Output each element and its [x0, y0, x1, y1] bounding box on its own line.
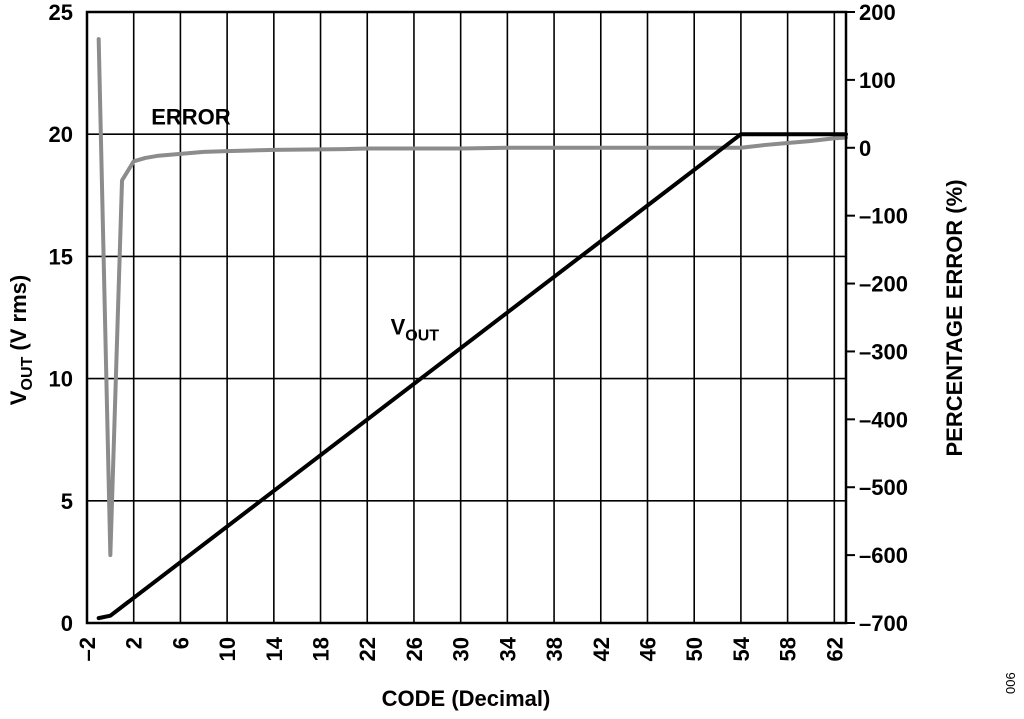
x-tick-label: 26: [402, 637, 427, 661]
x-tick-label: 58: [776, 637, 801, 661]
y-tick-label: 25: [49, 0, 73, 25]
y2-tick-label: –300: [859, 339, 908, 364]
y2-tick-label: –200: [859, 272, 908, 297]
y2-tick-label: 0: [859, 136, 871, 161]
y2-tick-label: –100: [859, 204, 908, 229]
y-tick-label: 10: [49, 367, 73, 392]
y-tick-label: 15: [49, 244, 73, 269]
y2-tick-label: 100: [859, 68, 896, 93]
x-tick-label: 22: [355, 637, 380, 661]
y2-tick-label: –400: [859, 407, 908, 432]
y-tick-label: 5: [61, 489, 73, 514]
error-series-line: [96, 37, 848, 558]
x-tick-label: 50: [682, 637, 707, 661]
plot-frame: [85, 10, 848, 625]
series-annotation: ERROR: [151, 104, 231, 129]
x-tick-label: 34: [495, 636, 520, 661]
y2-tick-label: –600: [859, 543, 908, 568]
vout-series-line: [96, 132, 848, 621]
x-tick-label: 30: [449, 637, 474, 661]
y2-tick-label: 200: [859, 0, 896, 25]
x-tick-label: 18: [309, 637, 334, 661]
y2-tick-label: –500: [859, 475, 908, 500]
y-axis-title: VOUT (V rms): [6, 275, 36, 405]
y2-tick-label: –700: [859, 611, 908, 636]
y-tick-label: 0: [61, 611, 73, 636]
x-tick-label: 2: [122, 637, 147, 649]
x-axis-title: CODE (Decimal): [382, 686, 551, 711]
y2-axis-title: PERCENTAGE ERROR (%): [942, 179, 967, 456]
x-tick-label: 14: [262, 636, 287, 661]
figure-id: 006: [1003, 672, 1018, 694]
x-tick-label: 54: [729, 636, 754, 661]
x-tick-label: 38: [542, 637, 567, 661]
x-tick-label: 6: [168, 637, 193, 649]
series-annotation: VOUT: [391, 315, 440, 345]
x-tick-label: 42: [589, 637, 614, 661]
y-tick-label: 20: [49, 122, 73, 147]
x-tick-label: –2: [75, 637, 100, 661]
series-layer: [96, 37, 848, 621]
x-tick-label: 62: [822, 637, 847, 661]
x-tick-label: 10: [215, 637, 240, 661]
annotations: ERROR VOUT: [151, 104, 439, 344]
x-tick-label: 46: [635, 637, 660, 661]
tick-labels: 0 5 10 15 20 25 200 100 0 –100 –200 –300 –400 –500 –60…: [49, 0, 908, 661]
